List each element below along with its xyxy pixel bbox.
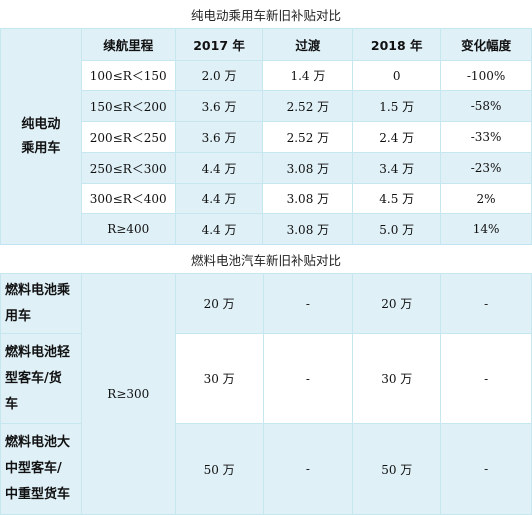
change-cell: 2% bbox=[440, 183, 532, 214]
header-change: 变化幅度 bbox=[440, 28, 532, 61]
change-cell: -23% bbox=[440, 152, 532, 184]
fc-category-line: 用车 bbox=[5, 308, 32, 324]
fc-category-line: 中重型货车 bbox=[5, 487, 71, 502]
table-row: 250≤R＜300 4.4 万 3.08 万 3.4 万 -23% bbox=[1, 152, 532, 184]
fc-category-cell: 燃料电池乘 用车 bbox=[0, 273, 82, 334]
value-2018-cell: 2.4 万 bbox=[352, 121, 442, 153]
change-cell: 14% bbox=[440, 213, 532, 245]
value-2017-cell: 3.6 万 bbox=[174, 90, 264, 122]
fc-range-cell: R≥300 bbox=[80, 273, 176, 515]
fc-category-line: 燃料电池轻 bbox=[5, 344, 71, 360]
value-2017-cell: 50 万 bbox=[174, 423, 264, 515]
value-2017-cell: 4.4 万 bbox=[174, 213, 264, 245]
value-2017-cell: 30 万 bbox=[174, 333, 264, 424]
transition-cell: 1.4 万 bbox=[262, 60, 354, 91]
change-cell: -58% bbox=[440, 90, 532, 122]
range-cell: 150≤R＜200 bbox=[80, 90, 176, 122]
table-row: 燃料电池乘 用车 R≥300 20 万 - 20 万 - bbox=[0, 273, 532, 515]
change-cell: - bbox=[440, 273, 532, 334]
value-2018-cell: 1.5 万 bbox=[352, 90, 442, 122]
fc-category-line: 型客车/货 bbox=[5, 370, 62, 386]
ev-subsidy-table: 纯电动 乘用车 续航里程 2017 年 过渡 2018 年 变化幅度 100≤R… bbox=[0, 28, 532, 245]
table-row: 燃料电池大 中型客车/ 中重型货车 50 万 - 50 万 - bbox=[0, 423, 532, 515]
range-cell: 200≤R＜250 bbox=[80, 121, 176, 153]
value-2018-cell: 0 bbox=[352, 60, 442, 91]
transition-cell: - bbox=[262, 423, 354, 515]
fuel-cell-subsidy-table: 燃料电池乘 用车 R≥300 20 万 - 20 万 - 燃料电池轻 型客车/货… bbox=[0, 273, 532, 515]
transition-cell: 3.08 万 bbox=[262, 152, 354, 184]
value-2018-cell: 4.5 万 bbox=[352, 183, 442, 214]
transition-cell: 3.08 万 bbox=[262, 213, 354, 245]
value-2018-cell: 3.4 万 bbox=[352, 152, 442, 184]
fc-category-line: 燃料电池乘 bbox=[5, 282, 71, 298]
header-2017: 2017 年 bbox=[174, 28, 264, 61]
change-cell: - bbox=[440, 423, 532, 515]
fc-category-cell: 燃料电池大 中型客车/ 中重型货车 bbox=[0, 423, 82, 515]
change-cell: -33% bbox=[440, 121, 532, 153]
change-cell: - bbox=[440, 333, 532, 424]
fc-category-line: 车 bbox=[5, 396, 19, 412]
value-2018-cell: 20 万 bbox=[352, 273, 442, 334]
table-row: 100≤R＜150 2.0 万 1.4 万 0 -100% bbox=[1, 60, 532, 91]
value-2017-cell: 2.0 万 bbox=[174, 60, 264, 91]
range-cell: 250≤R＜300 bbox=[80, 152, 176, 184]
header-range: 续航里程 bbox=[80, 28, 176, 61]
fc-category-line: 燃料电池大 bbox=[5, 435, 71, 450]
ev-category-cell: 纯电动 乘用车 bbox=[0, 28, 82, 245]
transition-cell: 3.08 万 bbox=[262, 183, 354, 214]
fc-category-line: 中型客车/ bbox=[5, 461, 62, 476]
transition-cell: 2.52 万 bbox=[262, 90, 354, 122]
ev-table-title: 纯电动乘用车新旧补贴对比 bbox=[0, 0, 532, 29]
value-2018-cell: 50 万 bbox=[352, 423, 442, 515]
value-2017-cell: 3.6 万 bbox=[174, 121, 264, 153]
header-transition: 过渡 bbox=[262, 28, 354, 61]
transition-cell: - bbox=[262, 273, 354, 334]
transition-cell: - bbox=[262, 333, 354, 424]
table-row: 燃料电池轻 型客车/货 车 30 万 - 30 万 - bbox=[0, 333, 532, 424]
table-row: R≥400 4.4 万 3.08 万 5.0 万 14% bbox=[1, 213, 532, 245]
range-cell: R≥400 bbox=[80, 213, 176, 245]
fuel-cell-table-title: 燃料电池汽车新旧补贴对比 bbox=[0, 244, 532, 274]
ev-header-row: 纯电动 乘用车 续航里程 2017 年 过渡 2018 年 变化幅度 bbox=[0, 28, 532, 245]
fc-category-cell: 燃料电池轻 型客车/货 车 bbox=[0, 333, 82, 424]
header-2018: 2018 年 bbox=[352, 28, 442, 61]
change-cell: -100% bbox=[440, 60, 532, 91]
transition-cell: 2.52 万 bbox=[262, 121, 354, 153]
range-cell: 300≤R＜400 bbox=[80, 183, 176, 214]
value-2018-cell: 5.0 万 bbox=[352, 213, 442, 245]
ev-category-line-1: 纯电动 bbox=[21, 116, 61, 132]
table-row: 300≤R＜400 4.4 万 3.08 万 4.5 万 2% bbox=[1, 183, 532, 214]
value-2018-cell: 30 万 bbox=[352, 333, 442, 424]
ev-category-line-2: 乘用车 bbox=[21, 140, 61, 156]
value-2017-cell: 20 万 bbox=[174, 273, 264, 334]
value-2017-cell: 4.4 万 bbox=[174, 183, 264, 214]
value-2017-cell: 4.4 万 bbox=[174, 152, 264, 184]
range-cell: 100≤R＜150 bbox=[80, 60, 176, 91]
